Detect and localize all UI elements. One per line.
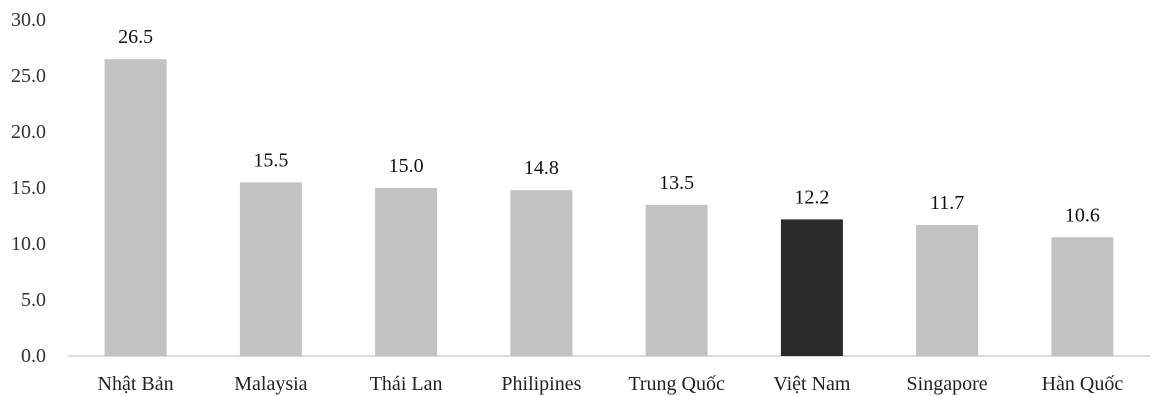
- category-labels-group: Nhật Bản Malaysia Thái Lan Philipines Trung …: [98, 373, 1124, 395]
- bar: [510, 190, 573, 356]
- bar: [239, 182, 302, 356]
- y-tick-label: 15.0: [11, 177, 46, 199]
- bar-value-label: 11.7: [930, 192, 964, 214]
- bar-value-label: 13.5: [659, 172, 694, 194]
- bar-value-label: 15.5: [253, 149, 288, 171]
- bar: [916, 225, 979, 356]
- y-tick-label: 5.0: [21, 289, 46, 311]
- category-label: Việt Nam: [773, 373, 851, 395]
- y-tick-label: 30.0: [11, 9, 46, 31]
- bar-value-label: 12.2: [794, 186, 829, 208]
- category-label: Nhật Bản: [98, 373, 174, 395]
- bar-value-label: 26.5: [118, 26, 153, 48]
- value-labels-group: 26.5 15.5 15.0 14.8 13.5 12.2 11.7 10.6: [118, 26, 1100, 226]
- category-label: Singapore: [907, 373, 988, 395]
- category-label: Hàn Quốc: [1042, 373, 1124, 395]
- bar-value-label: 14.8: [524, 157, 559, 179]
- y-tick-label: 10.0: [11, 233, 46, 255]
- category-label: Philipines: [501, 373, 581, 395]
- category-label: Trung Quốc: [628, 373, 725, 395]
- y-axis-ticks: 0.0 5.0 10.0 15.0 20.0 25.0 30.0: [11, 9, 46, 367]
- y-tick-label: 25.0: [11, 65, 46, 87]
- bar-value-label: 15.0: [389, 155, 424, 177]
- bar: [104, 59, 167, 356]
- y-tick-label: 0.0: [21, 345, 46, 367]
- y-tick-label: 20.0: [11, 121, 46, 143]
- bar: [1051, 237, 1114, 356]
- bars-group: [104, 59, 1114, 356]
- bar: [375, 188, 438, 356]
- bar-value-label: 10.6: [1065, 204, 1100, 226]
- category-label: Malaysia: [234, 373, 307, 395]
- category-label: Thái Lan: [370, 373, 443, 395]
- bar: [780, 219, 843, 356]
- bar: [645, 204, 708, 356]
